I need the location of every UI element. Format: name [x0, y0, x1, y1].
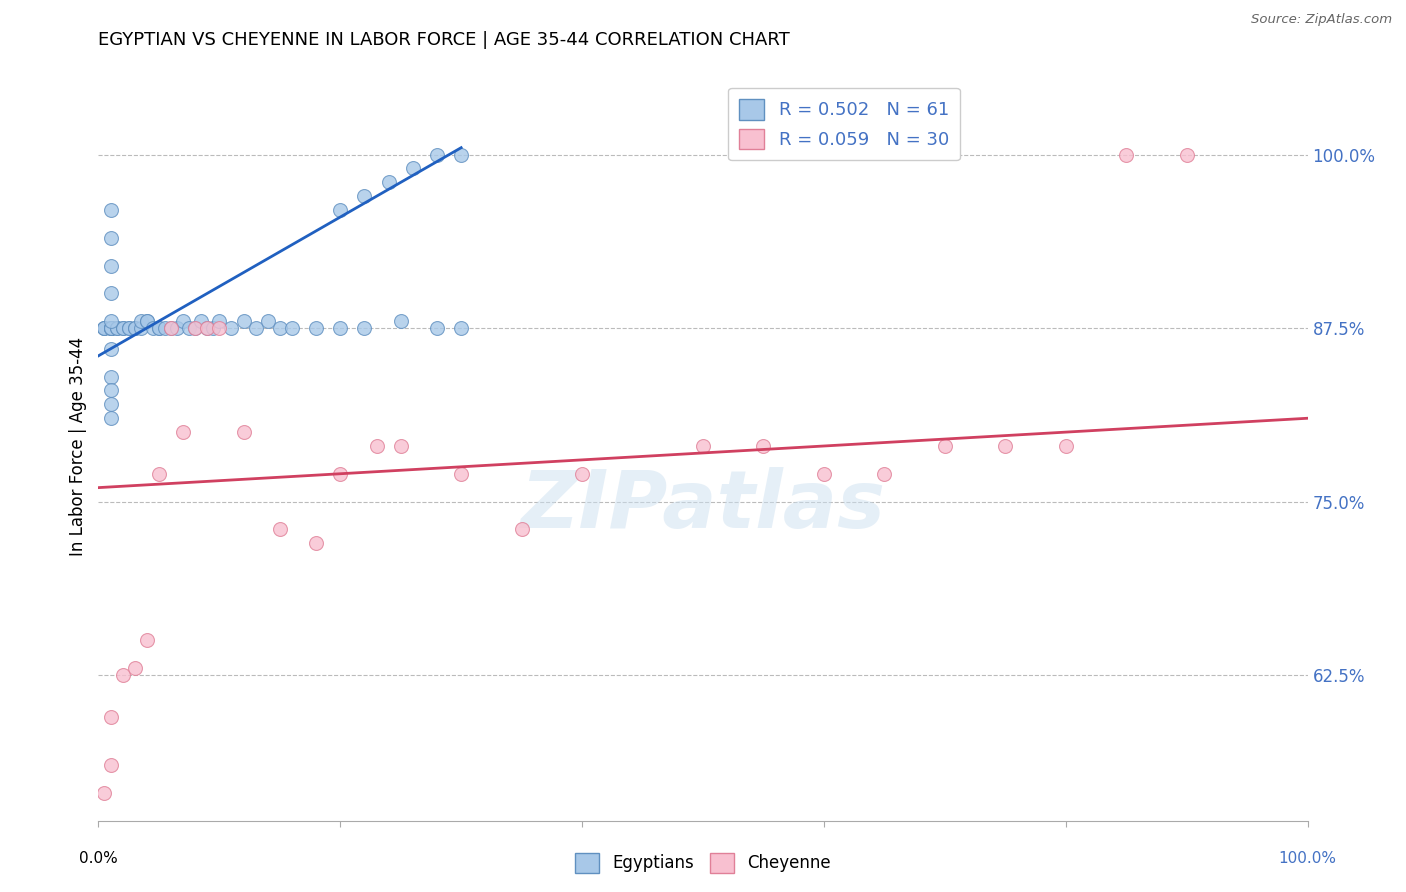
Point	[1115, 147, 1137, 161]
Point	[402, 161, 425, 176]
Text: 0.0%: 0.0%	[79, 851, 118, 866]
Point	[100, 342, 122, 356]
Point	[269, 522, 291, 536]
Point	[111, 321, 134, 335]
Point	[124, 661, 146, 675]
Point	[105, 321, 128, 335]
Point	[100, 321, 122, 335]
Legend: Egyptians, Cheyenne: Egyptians, Cheyenne	[568, 847, 838, 880]
Point	[93, 786, 115, 800]
Point	[232, 314, 254, 328]
Point	[179, 321, 201, 335]
Point	[269, 321, 291, 335]
Point	[450, 467, 472, 481]
Point	[184, 321, 207, 335]
Point	[752, 439, 775, 453]
Point	[184, 321, 207, 335]
Point	[256, 314, 278, 328]
Point	[118, 321, 141, 335]
Point	[129, 314, 152, 328]
Y-axis label: In Labor Force | Age 35-44: In Labor Force | Age 35-44	[69, 336, 87, 556]
Point	[450, 147, 472, 161]
Point	[105, 321, 128, 335]
Point	[353, 321, 375, 335]
Point	[135, 314, 157, 328]
Point	[245, 321, 267, 335]
Point	[124, 321, 146, 335]
Point	[377, 175, 399, 189]
Point	[100, 314, 122, 328]
Point	[93, 321, 115, 335]
Point	[100, 203, 122, 218]
Point	[100, 384, 122, 398]
Point	[510, 522, 533, 536]
Text: 100.0%: 100.0%	[1278, 851, 1337, 866]
Text: EGYPTIAN VS CHEYENNE IN LABOR FORCE | AGE 35-44 CORRELATION CHART: EGYPTIAN VS CHEYENNE IN LABOR FORCE | AG…	[98, 31, 790, 49]
Point	[118, 321, 141, 335]
Point	[389, 439, 412, 453]
Point	[195, 321, 218, 335]
Point	[305, 321, 328, 335]
Point	[111, 321, 134, 335]
Point	[100, 397, 122, 411]
Legend: R = 0.502   N = 61, R = 0.059   N = 30: R = 0.502 N = 61, R = 0.059 N = 30	[728, 88, 960, 161]
Point	[93, 321, 115, 335]
Point	[934, 439, 956, 453]
Point	[208, 314, 231, 328]
Point	[100, 321, 122, 335]
Point	[153, 321, 176, 335]
Text: Source: ZipAtlas.com: Source: ZipAtlas.com	[1251, 13, 1392, 27]
Point	[100, 369, 122, 384]
Text: ZIPatlas: ZIPatlas	[520, 467, 886, 545]
Point	[190, 314, 212, 328]
Point	[329, 467, 352, 481]
Point	[329, 203, 352, 218]
Point	[100, 758, 122, 772]
Point	[450, 321, 472, 335]
Point	[166, 321, 188, 335]
Point	[1175, 147, 1198, 161]
Point	[100, 709, 122, 723]
Point	[100, 286, 122, 301]
Point	[1054, 439, 1077, 453]
Point	[148, 321, 170, 335]
Point	[124, 321, 146, 335]
Point	[93, 321, 115, 335]
Point	[148, 467, 170, 481]
Point	[195, 321, 218, 335]
Point	[389, 314, 412, 328]
Point	[426, 147, 449, 161]
Point	[281, 321, 304, 335]
Point	[100, 321, 122, 335]
Point	[160, 321, 183, 335]
Point	[142, 321, 165, 335]
Point	[100, 321, 122, 335]
Point	[148, 321, 170, 335]
Point	[873, 467, 896, 481]
Point	[994, 439, 1017, 453]
Point	[135, 633, 157, 648]
Point	[208, 321, 231, 335]
Point	[692, 439, 714, 453]
Point	[100, 321, 122, 335]
Point	[426, 321, 449, 335]
Point	[100, 231, 122, 245]
Point	[232, 425, 254, 439]
Point	[202, 321, 225, 335]
Point	[221, 321, 243, 335]
Point	[305, 536, 328, 550]
Point	[135, 314, 157, 328]
Point	[172, 425, 194, 439]
Point	[100, 411, 122, 425]
Point	[172, 314, 194, 328]
Point	[100, 259, 122, 273]
Point	[571, 467, 593, 481]
Point	[129, 321, 152, 335]
Point	[329, 321, 352, 335]
Point	[111, 668, 134, 682]
Point	[160, 321, 183, 335]
Point	[813, 467, 835, 481]
Point	[366, 439, 388, 453]
Point	[353, 189, 375, 203]
